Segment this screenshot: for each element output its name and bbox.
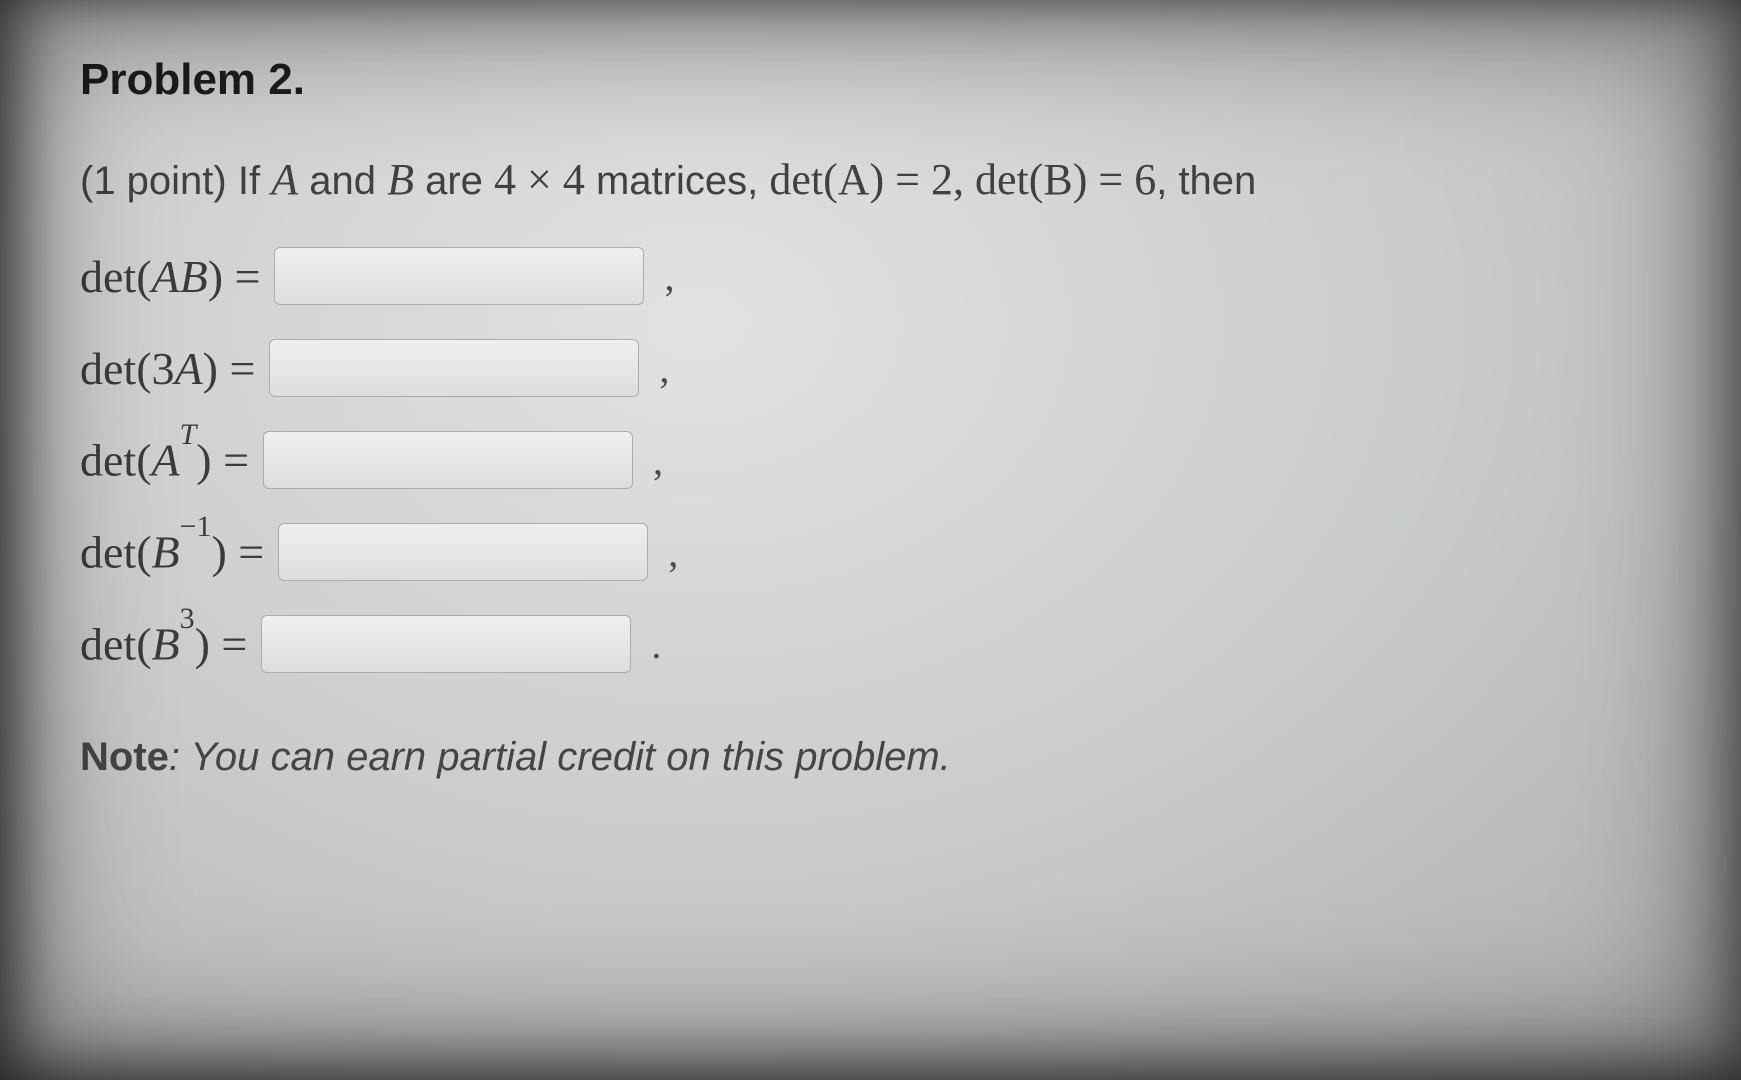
trail-det-b3: . xyxy=(651,621,661,668)
matrix-size: 4 × 4 xyxy=(494,155,585,204)
label-det-b-inv: det(B−1) = xyxy=(80,525,264,578)
row-det-b-inv: det(B−1) = , xyxy=(80,523,1671,581)
note: Note: You can earn partial credit on thi… xyxy=(80,735,1671,780)
problem-container: Problem 2. (1 point) If A and B are 4 × … xyxy=(0,0,1741,820)
det-b-given: det(B) = 6 xyxy=(975,155,1156,204)
var-a: A xyxy=(271,155,298,204)
prompt-text-1: If xyxy=(238,159,271,203)
row-det-at: det(AT) = , xyxy=(80,431,1671,489)
prompt-text-3: are xyxy=(414,159,494,203)
det-a-given: det(A) = 2 xyxy=(769,155,953,204)
problem-title: Problem 2. xyxy=(80,55,1671,105)
label-det-ab: det(AB) = xyxy=(80,250,260,303)
comma-1: , xyxy=(953,155,975,204)
note-label: Note xyxy=(80,735,169,779)
row-det-b3: det(B3) = . xyxy=(80,615,1671,673)
input-det-ab[interactable] xyxy=(274,247,644,305)
trail-det-at: , xyxy=(653,437,663,484)
note-body: : You can earn partial credit on this pr… xyxy=(169,735,951,779)
prompt-text-2: and xyxy=(298,159,387,203)
label-det-3a: det(3A) = xyxy=(80,342,255,395)
trail-det-3a: , xyxy=(659,345,669,392)
row-det-3a: det(3A) = , xyxy=(80,339,1671,397)
label-det-at: det(AT) = xyxy=(80,433,249,486)
trail-det-ab: , xyxy=(664,253,674,300)
prompt-text-4: matrices, xyxy=(585,159,769,203)
prompt-suffix: , then xyxy=(1156,159,1256,203)
label-det-b3: det(B3) = xyxy=(80,617,247,670)
input-det-b-inv[interactable] xyxy=(278,523,648,581)
input-det-3a[interactable] xyxy=(269,339,639,397)
input-det-b3[interactable] xyxy=(261,615,631,673)
problem-prompt: (1 point) If A and B are 4 × 4 matrices,… xyxy=(80,147,1671,213)
trail-det-b-inv: , xyxy=(668,529,678,576)
points-label: (1 point) xyxy=(80,159,227,203)
row-det-ab: det(AB) = , xyxy=(80,247,1671,305)
input-det-at[interactable] xyxy=(263,431,633,489)
var-b: B xyxy=(387,155,414,204)
